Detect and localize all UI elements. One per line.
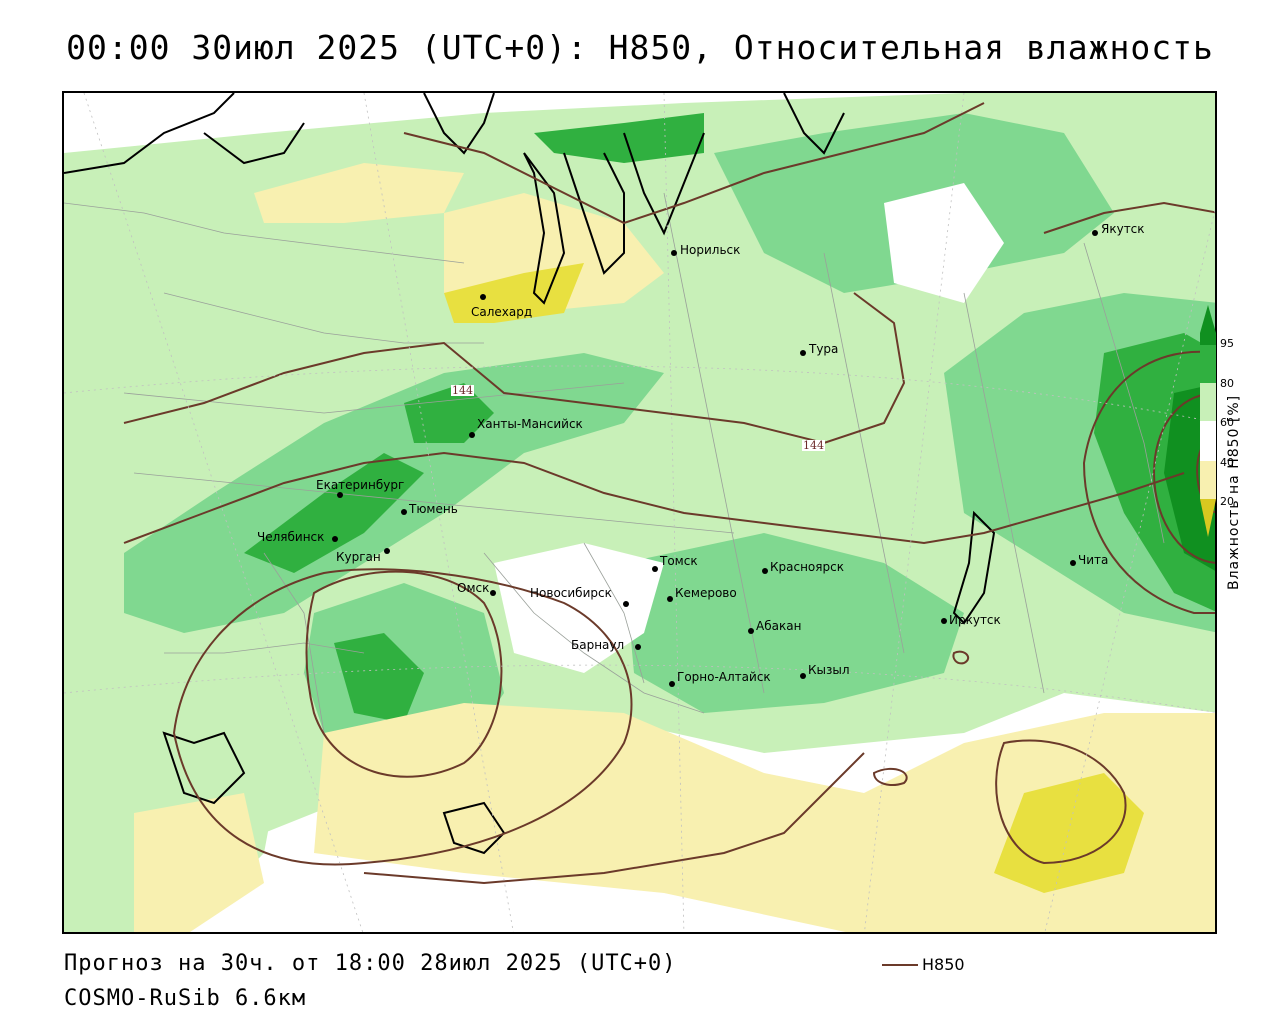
city-dot-kurgan	[384, 548, 390, 554]
region-boundaries	[64, 192, 1165, 734]
neutral-gap-center	[494, 543, 664, 673]
colorbar-very-wet	[1200, 345, 1216, 383]
city-label-omsk: Омск	[457, 581, 490, 595]
colorbar-tick-80: 80	[1220, 377, 1234, 390]
coastline	[64, 93, 996, 855]
series-legend: H850	[882, 955, 965, 974]
colorbar-top-arrow	[1200, 305, 1216, 333]
dry-area-southwest	[134, 793, 264, 932]
city-label-norilsk: Норильск	[680, 243, 741, 257]
city-label-irkutsk: Иркутск	[949, 613, 1001, 627]
city-label-barnaul: Барнаул	[571, 638, 625, 652]
moderately-dry-salekhard	[444, 263, 584, 323]
contour-south-west	[172, 568, 633, 866]
colorbar-tick-95: 95	[1220, 337, 1234, 350]
contour-south	[363, 752, 865, 885]
very-wet-circle	[334, 633, 424, 723]
humidity-fields	[64, 93, 1215, 932]
contour-label-144-east: 144	[802, 439, 825, 452]
city-label-tomsk: Томск	[660, 554, 698, 568]
city-dot-abakan	[748, 628, 754, 634]
city-label-gorno-altaysk: Горно-Алтайск	[677, 670, 771, 684]
contour-east-north	[1043, 201, 1215, 234]
city-dot-novosibirsk	[623, 601, 629, 607]
map-frame: 144 144 Норильск Якутск Салехард Тура Ха…	[62, 91, 1217, 934]
city-dot-barnaul	[635, 644, 641, 650]
city-label-kemerovo: Кемерово	[675, 586, 737, 600]
city-label-salekhard: Салехард	[471, 305, 533, 319]
city-label-chelyabinsk: Челябинск	[257, 530, 325, 544]
humidity-map	[64, 93, 1215, 932]
neutral-gap-right	[884, 183, 1004, 303]
colorbar-tick-20: 20	[1220, 495, 1234, 508]
very-wet-north	[534, 113, 704, 163]
contour-small-2	[952, 650, 970, 665]
city-label-chita: Чита	[1078, 553, 1109, 567]
city-dot-norilsk	[671, 250, 677, 256]
contour-label-144-west: 144	[451, 384, 474, 397]
colorbar-swatches	[1200, 305, 1216, 537]
city-label-novosibirsk: Новосибирск	[530, 586, 612, 600]
city-label-kurgan: Курган	[336, 550, 381, 564]
city-label-khanty-mansiysk: Ханты-Мансийск	[477, 417, 583, 431]
wet-band-south	[624, 533, 964, 713]
dry-area-northwest	[254, 163, 464, 223]
contour-north	[403, 102, 985, 225]
contour-small-1	[872, 767, 908, 786]
city-dot-tura	[800, 350, 806, 356]
model-info: COSMO-RuSib 6.6км	[64, 986, 307, 1011]
city-dot-yakutsk	[1092, 230, 1098, 236]
city-label-tyumen: Тюмень	[409, 502, 458, 516]
forecast-info: Прогноз на 30ч. от 18:00 28июл 2025 (UTC…	[64, 951, 677, 976]
city-label-yakutsk: Якутск	[1101, 222, 1145, 236]
city-dot-kemerovo	[667, 596, 673, 602]
city-dot-yekaterinburg	[337, 492, 343, 498]
map-title: 00:00 30июл 2025 (UTC+0): H850, Относите…	[66, 28, 1214, 67]
contour-east-ring-2	[1152, 392, 1215, 564]
colorbar-saturated	[1200, 333, 1216, 345]
dry-area-south	[314, 703, 1215, 932]
city-dot-omsk	[490, 590, 496, 596]
city-label-yekaterinburg: Екатеринбург	[316, 478, 405, 492]
city-dot-chita	[1070, 560, 1076, 566]
contour-loop-west	[305, 570, 503, 778]
colorbar-tick-40: 40	[1220, 456, 1234, 469]
city-dot-irkutsk	[941, 618, 947, 624]
city-label-krasnoyarsk: Красноярск	[770, 560, 844, 574]
city-dot-tyumen	[401, 509, 407, 515]
city-dot-khanty-mansiysk	[469, 432, 475, 438]
series-legend-label: H850	[922, 955, 965, 974]
colorbar-moderately-dry	[1200, 461, 1216, 499]
contour-lower	[123, 451, 1185, 545]
colorbar-title: Влажность на H850 [%]	[1226, 394, 1242, 590]
very-wet-ural	[244, 453, 424, 573]
colorbar: 95 80 60 40 20	[1198, 305, 1234, 544]
city-dot-chelyabinsk	[332, 536, 338, 542]
colorbar-tick-60: 60	[1220, 416, 1234, 429]
contour-southeast	[995, 739, 1127, 865]
colorbar-neutral	[1200, 421, 1216, 461]
colorbar-wet	[1200, 383, 1216, 421]
city-dot-salekhard	[480, 294, 486, 300]
city-dot-kyzyl	[800, 673, 806, 679]
contour-144-west	[123, 292, 906, 445]
moderately-dry-southeast	[994, 773, 1144, 893]
colorbar-bottom-arrow	[1200, 499, 1216, 537]
city-dot-tomsk	[652, 566, 658, 572]
city-dot-gorno-altaysk	[669, 681, 675, 687]
graticule	[64, 93, 1215, 932]
series-legend-line	[882, 963, 918, 966]
city-dot-krasnoyarsk	[762, 568, 768, 574]
city-label-abakan: Абакан	[756, 619, 802, 633]
contour-east-ring-1	[1082, 350, 1215, 614]
city-label-kyzyl: Кызыл	[808, 663, 850, 677]
city-label-tura: Тура	[809, 342, 839, 356]
